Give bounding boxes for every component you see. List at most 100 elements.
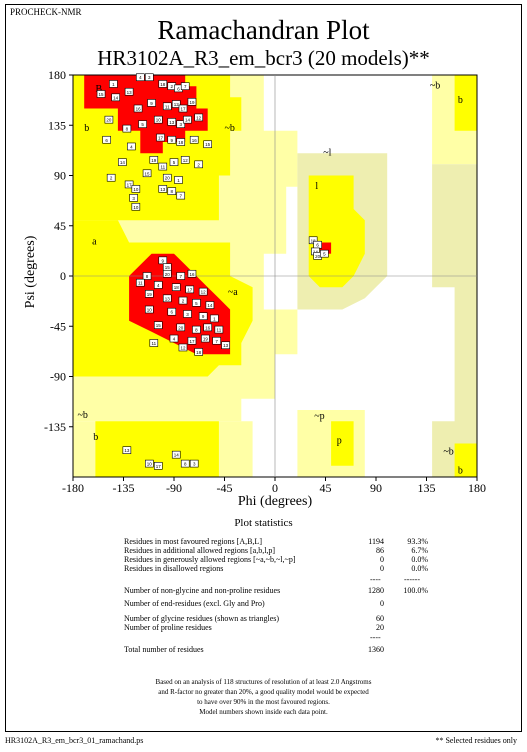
data-point: 6 (102, 135, 111, 144)
data-point-box (189, 135, 199, 144)
data-point-box (167, 118, 177, 126)
data-point-model: 13 (127, 90, 133, 95)
data-point-model: 19 (189, 100, 195, 105)
data-point: 7 (176, 191, 186, 200)
data-point: 11 (214, 325, 224, 334)
data-point-model: 10 (156, 118, 162, 123)
data-point-box (176, 120, 186, 128)
data-point: 13 (122, 446, 132, 455)
data-point: 9 (147, 99, 156, 107)
data-point: 17 (187, 336, 197, 345)
stats-row-count: 86 (376, 546, 384, 555)
region-label: B (95, 84, 102, 95)
data-point-model: 8 (126, 127, 129, 132)
data-point-box (153, 321, 163, 329)
data-point-model: 5 (141, 122, 144, 127)
data-point-model: 18 (178, 140, 184, 145)
data-point: 3 (129, 194, 138, 202)
data-point-box (214, 325, 224, 334)
data-point-model: 2 (170, 84, 173, 89)
y-tick-label: 0 (60, 269, 66, 283)
data-point: 19 (149, 156, 159, 164)
data-point-box (171, 283, 181, 291)
data-point-model: 10 (133, 187, 139, 192)
data-point-model: 8 (146, 274, 149, 279)
data-point-box (180, 156, 190, 164)
data-point-model: 14 (174, 453, 180, 458)
data-point: 5 (138, 120, 147, 128)
data-point-model: 11 (151, 341, 156, 346)
data-point: 18 (308, 236, 318, 245)
data-point: 18 (176, 138, 186, 146)
data-point-model: 3 (186, 312, 189, 317)
footnote-line: and R-factor no greater than 20%, a good… (158, 688, 369, 696)
region-label: a (92, 237, 97, 248)
data-point-box (167, 187, 177, 195)
data-point-box (183, 115, 192, 124)
data-point: 12 (194, 113, 203, 122)
data-point: 16 (203, 323, 212, 332)
data-point-model: 9 (202, 314, 205, 319)
data-point-model: 2 (110, 176, 113, 181)
data-point: 14 (118, 158, 127, 166)
data-point: 13 (167, 118, 177, 126)
data-point-model: 18 (160, 82, 166, 87)
data-point-box (136, 73, 145, 82)
footnote-line: Based on an analysis of 118 structures o… (155, 678, 372, 686)
data-point: 15 (142, 169, 152, 178)
x-axis-label: Phi (degrees) (238, 494, 313, 509)
data-point-box (192, 298, 201, 307)
data-point-box (167, 135, 177, 144)
data-point-box (162, 294, 172, 303)
data-point: 17 (178, 104, 188, 113)
data-point-box (127, 142, 136, 151)
data-point-box (122, 124, 132, 133)
data-point: 1 (174, 176, 183, 184)
region-labels: Bb ~b ~b b ~l l a ~a ~b ~p b p ~b b (77, 80, 462, 476)
data-point-box (106, 173, 116, 182)
data-point-model: 1 (177, 178, 180, 183)
stats-row-label: Number of proline residues (124, 623, 212, 632)
page-frame (5, 4, 522, 732)
data-point: 20 (176, 323, 186, 332)
data-point-model: 14 (185, 118, 191, 123)
data-point: 13 (162, 294, 172, 303)
data-point-model: 8 (184, 462, 187, 467)
data-point: 17 (124, 180, 134, 189)
data-point-model: 4 (139, 75, 142, 80)
data-point-box (171, 100, 181, 108)
data-point: 2 (106, 173, 116, 182)
data-point-box (102, 135, 111, 144)
data-point-box (104, 115, 114, 124)
stats-row-label: Number of end-residues (excl. Gly and Pr… (124, 599, 265, 608)
data-point: 16 (133, 104, 143, 113)
data-point-model: 7 (179, 274, 182, 279)
data-point: 7 (212, 336, 221, 345)
stats-separator: ------ (404, 575, 420, 584)
data-point-box (158, 185, 168, 193)
region-label: ~b (443, 447, 453, 458)
data-point-model: 10 (147, 462, 153, 467)
data-point: 8 (142, 272, 152, 280)
data-point-model: 4 (130, 144, 133, 149)
data-point-model: 5 (195, 301, 198, 306)
data-point-box (169, 158, 179, 166)
data-point-model: 7 (215, 339, 218, 344)
data-point: 11 (136, 278, 145, 287)
stats-row-count: 0 (380, 555, 384, 564)
stats-row-label: Residues in additional allowed regions [… (124, 546, 276, 555)
y-tick-label: -45 (50, 319, 66, 333)
stats-row-percent: 93.3% (407, 537, 428, 546)
data-point-model: 7 (179, 194, 182, 199)
allowed-region-right-bottom (454, 443, 477, 477)
data-point-model: 20 (178, 325, 184, 330)
data-point-box (210, 314, 219, 323)
data-point: 6 (313, 240, 322, 249)
data-point-model: 20 (165, 176, 171, 181)
allowed-region-left-alpha (308, 175, 365, 288)
data-point-box (180, 82, 190, 90)
x-tick-label: 0 (272, 481, 278, 495)
data-point: 5 (192, 298, 201, 307)
data-point-box (194, 113, 203, 122)
y-tick-label: 180 (48, 68, 66, 82)
